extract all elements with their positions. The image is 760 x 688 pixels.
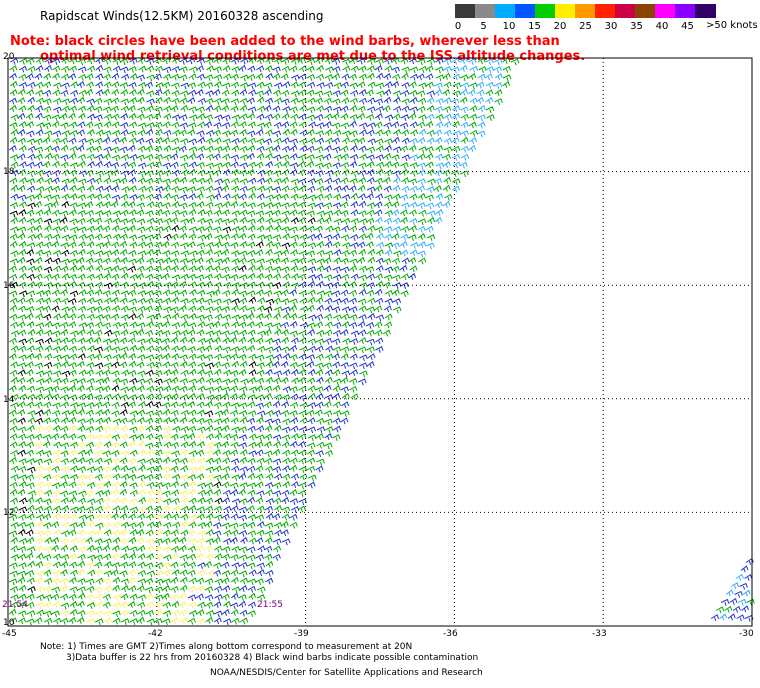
colorbar-segment	[515, 4, 536, 18]
wind-barb-group	[375, 56, 751, 621]
lon-label-minus39: -39	[294, 629, 309, 639]
colorbar-tick-label: 40	[655, 21, 669, 32]
colorbar-units-label: >50 knots	[706, 20, 758, 31]
lon-label-minus42: -42	[148, 629, 163, 639]
footer-credit: NOAA/NESDIS/Center for Satellite Applica…	[210, 668, 483, 678]
colorbar-tick-label: 10	[502, 21, 516, 32]
product-title: Rapidscat Winds(12.5KM) 20160328 ascendi…	[40, 9, 324, 23]
lat-label-16: 16	[3, 281, 15, 291]
colorbar-tick-label: 20	[553, 21, 567, 32]
lat-label-20: 20	[3, 52, 15, 62]
colorbar-tick-label: 30	[604, 21, 618, 32]
colorbar-tick-label: 25	[579, 21, 592, 32]
wind-barb-group	[8, 56, 755, 626]
colorbar-segment	[635, 4, 656, 18]
wind-barb-group	[9, 200, 316, 593]
lat-label-14: 14	[3, 395, 15, 405]
footer-note-line-2: 3)Data buffer is 22 hrs from 20160328 4)…	[66, 653, 479, 663]
colorbar-segment	[675, 4, 696, 18]
colorbar-tick-label: 35	[630, 21, 643, 32]
lat-label-10: 10	[3, 618, 15, 628]
colorbar-segment	[655, 4, 676, 18]
colorbar-tick-label: 0	[454, 21, 462, 32]
lon-label-minus33: -33	[592, 629, 607, 639]
time-label-left: 21:54	[2, 600, 28, 610]
colorbar-segment	[615, 4, 636, 18]
colorbar-tick-label: 45	[681, 21, 694, 32]
time-label-center: 21:55	[257, 600, 283, 610]
colorbar-segment	[535, 4, 556, 18]
colorbar-segment	[475, 4, 496, 18]
colorbar-tick-label: 15	[528, 21, 541, 32]
lat-label-18: 18	[3, 167, 15, 177]
footer-note-line-1: Note: 1) Times are GMT 2)Times along bot…	[40, 642, 413, 652]
wind-barb-group	[34, 424, 215, 626]
colorbar-segment	[575, 4, 596, 18]
lon-label-minus30: -30	[739, 629, 754, 639]
wind-barb-field	[8, 56, 755, 626]
lon-label-minus36: -36	[443, 629, 458, 639]
lat-label-12: 12	[3, 508, 15, 518]
wind-barb-group	[8, 56, 754, 626]
colorbar-tick-label: 5	[480, 21, 487, 32]
warning-note-line-2: optimal wind retrieval conditions are me…	[40, 49, 586, 64]
colorbar-segment	[595, 4, 616, 18]
colorbar-segment	[555, 4, 576, 18]
colorbar-segment	[695, 4, 716, 18]
colorbar-segment	[455, 4, 476, 18]
lon-label-minus45: -45	[2, 629, 17, 639]
map-frame	[7, 57, 753, 627]
colorbar-segment	[495, 4, 516, 18]
warning-note-line-1: Note: black circles have been added to t…	[10, 34, 560, 49]
